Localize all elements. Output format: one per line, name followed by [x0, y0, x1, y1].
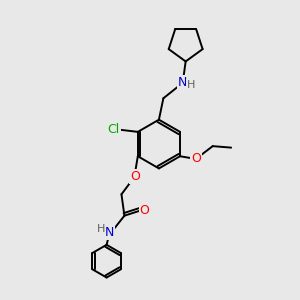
Text: Cl: Cl: [107, 123, 120, 136]
Text: O: O: [191, 152, 201, 165]
Text: N: N: [104, 226, 114, 239]
Text: O: O: [130, 170, 140, 183]
Text: O: O: [140, 204, 150, 217]
Text: N: N: [178, 76, 188, 89]
Text: H: H: [187, 80, 195, 90]
Text: H: H: [97, 224, 105, 234]
